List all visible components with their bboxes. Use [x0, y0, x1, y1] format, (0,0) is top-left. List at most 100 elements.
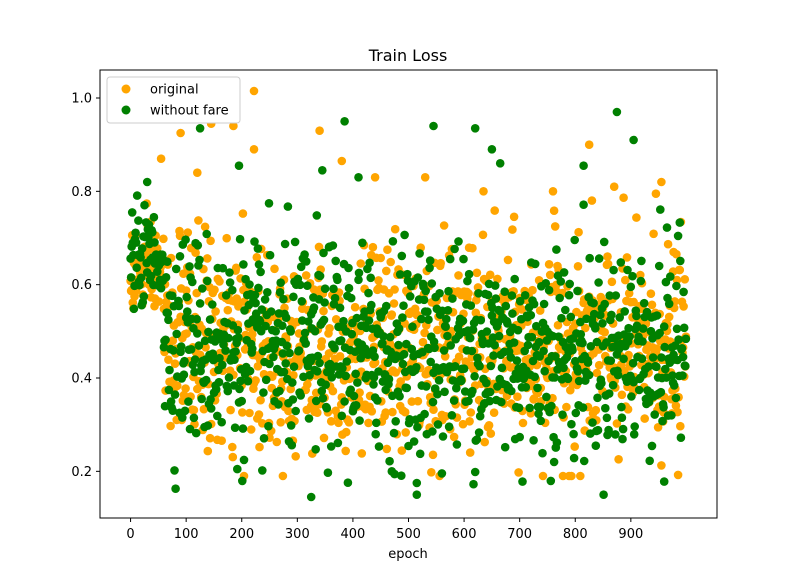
scatter-point	[649, 229, 658, 239]
scatter-point	[205, 433, 215, 443]
scatter-point	[253, 244, 263, 253]
scatter-point	[235, 384, 244, 394]
scatter-point	[354, 173, 363, 182]
scatter-point	[490, 206, 500, 215]
scatter-point	[328, 386, 338, 396]
scatter-point	[573, 367, 583, 376]
scatter-point	[646, 326, 656, 336]
scatter-point	[449, 396, 459, 405]
plot-area	[126, 86, 691, 502]
scatter-point	[190, 355, 200, 364]
scatter-point	[222, 233, 231, 243]
scatter-point	[231, 263, 241, 273]
scatter-point	[634, 385, 644, 395]
scatter-point	[591, 324, 600, 333]
scatter-point	[218, 360, 227, 370]
scatter-point	[574, 376, 584, 386]
scatter-point	[260, 295, 270, 304]
scatter-point	[390, 224, 400, 234]
scatter-point	[563, 374, 573, 384]
scatter-point	[211, 385, 221, 394]
scatter-point	[625, 332, 634, 341]
scatter-point	[452, 440, 462, 449]
scatter-point	[419, 295, 429, 305]
scatter-point	[483, 290, 493, 300]
scatter-point	[336, 336, 346, 345]
scatter-point	[374, 442, 384, 451]
scatter-point	[203, 421, 213, 430]
scatter-point	[182, 329, 191, 338]
scatter-point	[632, 311, 641, 321]
scatter-point	[500, 442, 510, 452]
scatter-point	[214, 377, 224, 387]
scatter-point	[534, 337, 544, 347]
y-axis: 0.2 0.4 0.6 0.8 1.0	[71, 92, 100, 480]
scatter-point	[371, 429, 381, 439]
scatter-point	[620, 307, 629, 316]
scatter-point	[136, 253, 145, 262]
scatter-point	[459, 364, 469, 374]
scatter-point	[372, 418, 381, 428]
scatter-point	[508, 309, 517, 318]
scatter-point	[623, 265, 632, 275]
scatter-point	[228, 452, 238, 462]
scatter-point	[646, 289, 656, 299]
scatter-point	[618, 424, 628, 434]
scatter-point	[320, 298, 329, 307]
scatter-point	[438, 432, 448, 441]
scatter-point	[596, 310, 605, 320]
scatter-point	[234, 333, 243, 342]
scatter-point	[344, 263, 353, 273]
scatter-point	[304, 414, 314, 423]
scatter-point	[676, 421, 685, 431]
scatter-point	[567, 419, 576, 429]
scatter-point	[487, 145, 497, 154]
scatter-point	[497, 363, 507, 373]
scatter-point	[629, 297, 638, 307]
scatter-point	[251, 376, 260, 385]
scatter-point	[510, 274, 519, 284]
scatter-point	[470, 124, 480, 133]
scatter-point	[617, 390, 627, 400]
scatter-point	[386, 257, 396, 267]
scatter-point	[198, 284, 207, 293]
scatter-point	[592, 368, 602, 378]
scatter-point	[573, 286, 582, 296]
scatter-point	[535, 402, 545, 412]
scatter-point	[185, 262, 194, 271]
scatter-point	[640, 414, 649, 423]
scatter-point	[136, 273, 146, 283]
scatter-point	[301, 257, 311, 266]
scatter-point	[382, 301, 391, 311]
scatter-point	[271, 327, 281, 336]
scatter-point	[300, 250, 309, 259]
scatter-point	[206, 395, 215, 404]
scatter-point	[217, 417, 226, 427]
scatter-point	[233, 325, 243, 335]
scatter-point	[480, 437, 490, 447]
scatter-point	[358, 238, 367, 248]
scatter-point	[545, 270, 555, 280]
scatter-point	[175, 251, 185, 261]
scatter-point	[644, 362, 653, 371]
scatter-point	[250, 237, 259, 246]
scatter-point	[394, 324, 404, 333]
scatter-point	[373, 396, 382, 405]
scatter-point	[400, 230, 409, 240]
scatter-point	[344, 283, 354, 293]
scatter-point	[368, 242, 378, 252]
scatter-point	[191, 248, 200, 257]
scatter-point	[648, 353, 658, 362]
scatter-point	[557, 313, 566, 323]
scatter-point	[428, 397, 438, 407]
scatter-point	[678, 352, 688, 362]
scatter-point	[428, 427, 437, 436]
scatter-point	[174, 301, 184, 311]
scatter-point	[651, 189, 661, 198]
scatter-point	[659, 322, 669, 331]
scatter-point	[203, 254, 212, 263]
scatter-point	[540, 366, 549, 376]
scatter-point	[544, 285, 554, 295]
scatter-point	[401, 428, 411, 437]
scatter-point	[315, 358, 324, 368]
